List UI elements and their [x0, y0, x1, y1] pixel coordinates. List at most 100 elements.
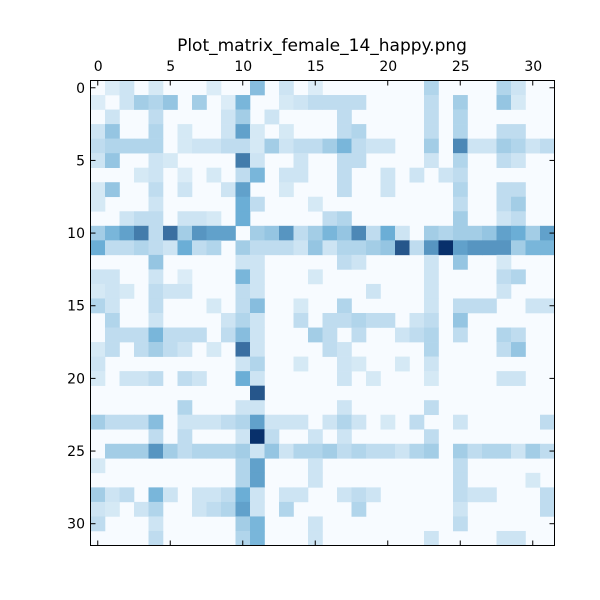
- heatmap-cell: [90, 342, 106, 357]
- heatmap-cell: [134, 167, 149, 183]
- heatmap-cell: [482, 138, 497, 154]
- heatmap-cell: [366, 443, 381, 459]
- heatmap-cell: [134, 342, 149, 357]
- heatmap-cell: [496, 80, 512, 96]
- heatmap-cell: [337, 167, 352, 183]
- heatmap-cell: [511, 124, 526, 139]
- heatmap-cell: [90, 124, 106, 139]
- heatmap-cell: [235, 182, 251, 198]
- heatmap-cell: [235, 109, 251, 125]
- heatmap-cell: [279, 414, 294, 430]
- heatmap-cell: [90, 196, 106, 212]
- heatmap-cell: [250, 414, 265, 430]
- heatmap-cell: [511, 182, 526, 198]
- heatmap-cell: [163, 225, 178, 241]
- heatmap-cell: [250, 400, 265, 416]
- heatmap-cell: [148, 196, 164, 212]
- heatmap-cell: [424, 138, 439, 154]
- heatmap-cell: [453, 124, 468, 139]
- heatmap-cell: [177, 124, 193, 139]
- heatmap-cell: [337, 414, 352, 430]
- heatmap-cell: [424, 371, 439, 386]
- heatmap-cell: [308, 269, 323, 285]
- heatmap-cell: [511, 342, 526, 357]
- heatmap-cell: [525, 225, 541, 241]
- heatmap-cell: [366, 240, 381, 256]
- heatmap-cell: [250, 530, 265, 546]
- heatmap-cell: [496, 443, 512, 459]
- heatmap-cell: [279, 124, 294, 139]
- heatmap-cell: [496, 138, 512, 154]
- heatmap-cell: [119, 225, 135, 241]
- heatmap-cell: [409, 313, 425, 328]
- heatmap-cell: [148, 167, 164, 183]
- heatmap-cell: [366, 371, 381, 386]
- heatmap-cell: [105, 80, 120, 96]
- heatmap-cell: [264, 240, 280, 256]
- heatmap-cell: [119, 414, 135, 430]
- heatmap-cell: [351, 443, 367, 459]
- heatmap-cell: [221, 95, 236, 110]
- heatmap-cell: [337, 182, 352, 198]
- heatmap-cell: [279, 182, 294, 198]
- heatmap-cell: [322, 342, 338, 357]
- heatmap-cell: [366, 138, 381, 154]
- x-tick-label: 30: [524, 59, 542, 75]
- heatmap-cell: [540, 240, 555, 256]
- heatmap-cell: [453, 211, 468, 227]
- heatmap-cell: [322, 414, 338, 430]
- heatmap-cell: [322, 211, 338, 227]
- heatmap-cell: [235, 313, 251, 328]
- heatmap-cell: [105, 501, 120, 517]
- heatmap-cell: [105, 240, 120, 256]
- heatmap-cell: [206, 342, 222, 357]
- heatmap-cell: [351, 501, 367, 517]
- x-tick-label: 15: [307, 59, 325, 75]
- heatmap-cell: [467, 298, 483, 314]
- heatmap-cell: [308, 516, 323, 532]
- heatmap-cell: [105, 342, 120, 357]
- heatmap-cell: [337, 109, 352, 125]
- heatmap-cell: [496, 95, 512, 110]
- y-tick-label: 0: [76, 81, 85, 97]
- heatmap-cell: [235, 458, 251, 474]
- heatmap-cell: [279, 501, 294, 517]
- heatmap-cell: [525, 138, 541, 154]
- heatmap-cell: [177, 240, 193, 256]
- heatmap-cell: [293, 298, 309, 314]
- heatmap-cell: [105, 109, 120, 125]
- heatmap-cell: [424, 313, 439, 328]
- heatmap-cell: [453, 109, 468, 125]
- heatmap-cell: [511, 443, 526, 459]
- heatmap-cell: [250, 356, 265, 372]
- heatmap-cell: [424, 327, 439, 343]
- heatmap-cell: [308, 225, 323, 241]
- heatmap-cell: [192, 95, 207, 110]
- heatmap-cell: [221, 327, 236, 343]
- heatmap-cell: [453, 225, 468, 241]
- heatmap-cell: [119, 283, 135, 299]
- heatmap-cell: [351, 313, 367, 328]
- heatmap-cell: [337, 225, 352, 241]
- heatmap-cell: [496, 124, 512, 139]
- heatmap-cell: [105, 414, 120, 430]
- heatmap-cell: [366, 283, 381, 299]
- heatmap-cell: [540, 487, 555, 503]
- heatmap-cell: [453, 138, 468, 154]
- heatmap-cell: [148, 487, 164, 503]
- heatmap-cell: [148, 225, 164, 241]
- heatmap-cell: [235, 400, 251, 416]
- heatmap-cell: [482, 487, 497, 503]
- heatmap-cell: [351, 138, 367, 154]
- heatmap-cell: [337, 487, 352, 503]
- heatmap-cell: [163, 342, 178, 357]
- heatmap-cell: [177, 269, 193, 285]
- heatmap-cell: [264, 109, 280, 125]
- heatmap-cell: [424, 254, 439, 270]
- heatmap-cell: [235, 153, 251, 168]
- heatmap-cell: [337, 443, 352, 459]
- heatmap-cell: [453, 472, 468, 488]
- heatmap-cell: [192, 211, 207, 227]
- heatmap-cell: [90, 138, 106, 154]
